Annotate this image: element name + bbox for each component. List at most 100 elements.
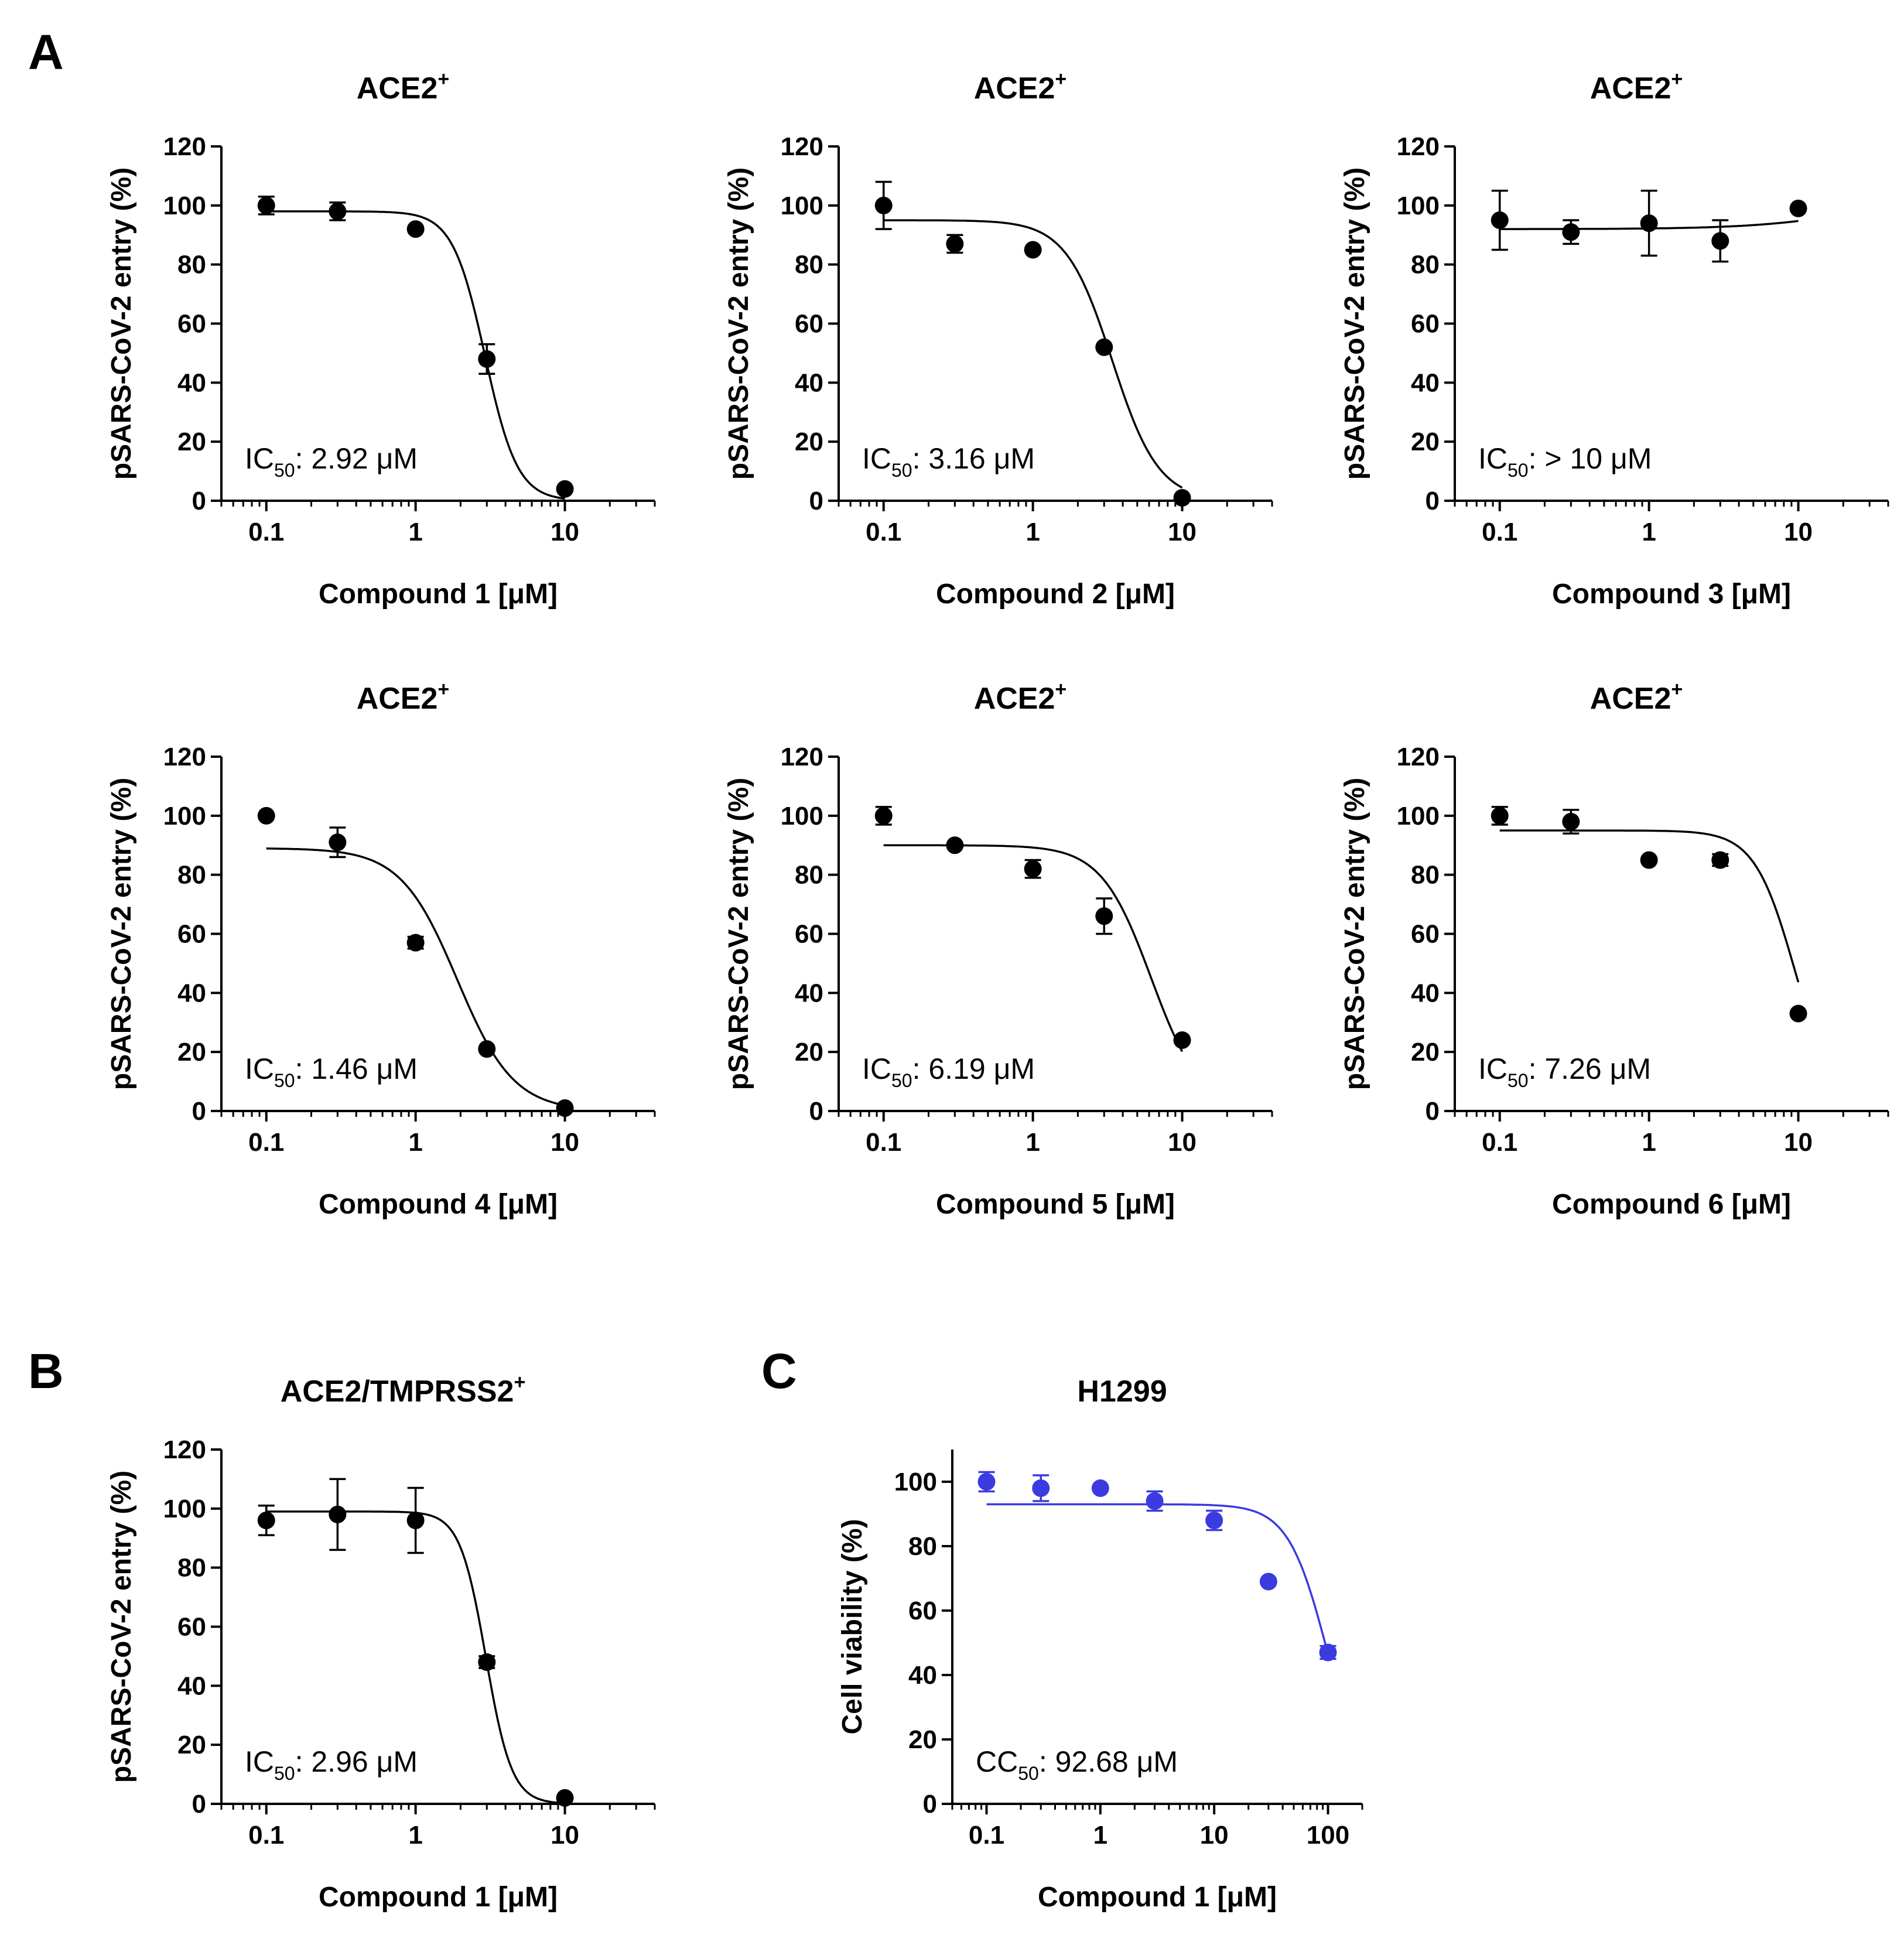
data-point-group [329, 1478, 347, 1551]
data-point-group [1024, 241, 1042, 259]
data-point-group [946, 234, 964, 254]
data-point-group [1789, 1004, 1807, 1023]
data-point [478, 1653, 496, 1671]
data-point [1491, 806, 1509, 825]
data-point-group [406, 1486, 425, 1554]
y-tick-label: 80 [177, 251, 206, 279]
y-tick-label: 20 [177, 1731, 206, 1759]
y-tick-label: 60 [1411, 310, 1440, 339]
data-point-group [556, 480, 574, 498]
data-point [406, 934, 425, 952]
y-tick-label: 100 [781, 802, 823, 830]
annotation-value: : 3.16 μM [912, 442, 1035, 475]
y-tick-label: 0 [809, 487, 823, 515]
chart-2: 0 20 40 60 80 100 120 0.1 1 10 Compound 2 [μM] pSAR… [723, 68, 1273, 610]
data-point-group [1146, 1490, 1164, 1512]
y-tick-label: 100 [1397, 192, 1440, 220]
x-axis-label: Compound 1 [μM] [1038, 1882, 1277, 1913]
data-point-group [1491, 805, 1509, 826]
data-point-group [257, 195, 275, 216]
data-point [1173, 488, 1191, 507]
y-tick-label: 0 [809, 1097, 823, 1126]
data-point-group [977, 1471, 996, 1493]
data-point [257, 196, 275, 214]
chart-7: 0 20 40 60 80 100 120 0.1 1 10 Compound 1 [μM] pSAR… [106, 1371, 656, 1913]
data-point [556, 1789, 574, 1807]
data-point [478, 1040, 496, 1058]
y-axis-label: pSARS-CoV-2 entry (%) [1339, 168, 1370, 480]
data-point-group [556, 1099, 574, 1117]
chart-title-main: ACE2 [1590, 682, 1671, 716]
x-tick-label: 1 [1026, 518, 1040, 546]
y-tick-label: 120 [781, 743, 823, 771]
annotation-subscript: 50 [274, 1070, 295, 1091]
data-point-group [478, 1653, 496, 1671]
chart-5: 0 20 40 60 80 100 120 0.1 1 10 Compound 5 [μM] pSAR… [723, 678, 1273, 1220]
y-tick-label: 20 [795, 1038, 823, 1066]
data-point [1205, 1512, 1223, 1529]
x-axis-label: Compound 2 [μM] [936, 579, 1175, 610]
y-tick-label: 20 [795, 428, 823, 456]
y-tick-label: 60 [177, 1613, 206, 1642]
y-tick-label: 60 [908, 1597, 937, 1625]
data-point-group [1032, 1474, 1050, 1502]
charts-layer: 0 20 40 60 80 100 120 0.1 1 10 Compound 1 [μM] pSAR… [106, 68, 1889, 1913]
chart-title: ACE2+ [1590, 68, 1683, 105]
data-point-group [1711, 851, 1729, 869]
data-point-group [1711, 219, 1729, 263]
data-point [1640, 214, 1658, 233]
x-tick-label: 0.1 [1482, 1128, 1517, 1157]
x-axis-label: Compound 6 [μM] [1552, 1189, 1791, 1220]
annotation-subscript: 50 [274, 1763, 295, 1784]
y-tick-label: 120 [781, 132, 823, 161]
y-tick-label: 60 [795, 310, 823, 339]
panel-letter-c: C [761, 1344, 797, 1399]
data-point [556, 480, 574, 498]
y-tick-label: 20 [177, 428, 206, 456]
x-axis-label: Compound 4 [μM] [319, 1189, 558, 1220]
y-tick-label: 20 [177, 1038, 206, 1066]
y-tick-label: 80 [1411, 861, 1440, 890]
annotation-value: : 2.96 μM [295, 1745, 418, 1778]
annotation-subscript: 50 [891, 1070, 912, 1091]
ic50-annotation: IC50: 7.26 μM [1478, 1052, 1651, 1091]
data-point-group [1091, 1479, 1109, 1497]
y-tick-label: 40 [795, 368, 823, 397]
x-tick-label: 0.1 [1482, 518, 1517, 546]
data-point [1562, 812, 1580, 830]
data-point-group [1095, 897, 1113, 935]
data-point-group [1789, 199, 1807, 217]
y-tick-label: 0 [1426, 487, 1440, 515]
y-tick-label: 60 [177, 310, 206, 339]
chart-1: 0 20 40 60 80 100 120 0.1 1 10 Compound 1 [μM] pSAR… [106, 68, 656, 610]
x-tick-label: 10 [1168, 1128, 1197, 1157]
data-point-group [1173, 488, 1191, 507]
chart-title-main: ACE2/TMPRSS2 [281, 1375, 514, 1409]
data-point [1173, 1031, 1191, 1049]
chart-title-superscript: + [514, 1371, 525, 1393]
y-tick-label: 80 [1411, 251, 1440, 279]
annotation-value: : 1.46 μM [295, 1052, 418, 1085]
x-axis-label: Compound 1 [μM] [319, 579, 558, 610]
annotation-value: : > 10 μM [1529, 442, 1652, 475]
y-tick-label: 100 [163, 1495, 206, 1523]
y-tick-label: 120 [163, 743, 206, 771]
data-point-group [257, 1505, 275, 1536]
data-point-group [874, 180, 893, 230]
y-tick-label: 120 [1397, 743, 1440, 771]
fit-curve [883, 219, 1183, 489]
data-point-group [556, 1789, 574, 1807]
data-point [1711, 851, 1729, 869]
data-point-group [406, 934, 425, 952]
data-point [556, 1099, 574, 1117]
y-tick-label: 80 [177, 861, 206, 890]
chart-title: ACE2/TMPRSS2+ [281, 1371, 526, 1409]
y-axis-label: pSARS-CoV-2 entry (%) [723, 168, 754, 480]
y-tick-label: 40 [1411, 368, 1440, 397]
annotation-subscript: 50 [1018, 1763, 1039, 1784]
y-tick-label: 20 [1411, 1038, 1440, 1066]
ic50-annotation: IC50: 1.46 μM [245, 1052, 418, 1091]
data-point-group [329, 826, 347, 859]
y-axis-label: pSARS-CoV-2 entry (%) [1339, 778, 1370, 1090]
y-tick-label: 40 [795, 979, 823, 1007]
